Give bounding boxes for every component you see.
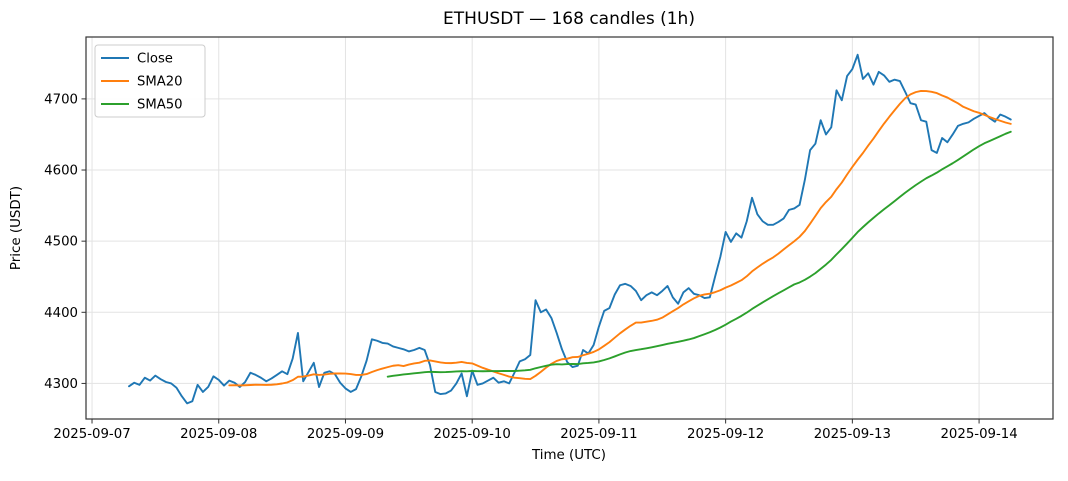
legend-item-sma50: SMA50: [101, 98, 183, 113]
grid-layer: [86, 37, 1053, 419]
chart-title: ETHUSDT — 168 candles (1h): [443, 9, 695, 29]
x-tick-label: 2025-09-11: [560, 427, 637, 442]
legend-item-label: SMA20: [137, 75, 183, 90]
legend-item-sma20: SMA20: [101, 75, 183, 90]
x-tick-label: 2025-09-09: [307, 427, 384, 442]
y-axis-label: Price (USDT): [9, 186, 24, 270]
x-tick-label: 2025-09-12: [687, 427, 764, 442]
series-layer: [128, 53, 1012, 405]
legend-item-close: Close: [101, 52, 173, 67]
legend-item-label: Close: [137, 52, 173, 67]
y-tick-label: 4400: [44, 306, 78, 321]
y-tick-label: 4700: [44, 92, 78, 107]
x-tick-label: 2025-09-07: [53, 427, 130, 442]
plot-border: [85, 36, 1054, 420]
y-tick-label: 4500: [44, 235, 78, 250]
sma50-line: [386, 130, 1012, 378]
legend-box: [94, 44, 206, 118]
close-line: [128, 53, 1012, 405]
axes-layer: 4300 4400 4500 4600 4700 2025-09-07 2025-09-08…: [44, 36, 1054, 442]
sma20-line: [228, 90, 1012, 387]
y-tick-label: 4300: [44, 377, 78, 392]
x-tick-label: 2025-09-08: [180, 427, 257, 442]
x-tick-label: 2025-09-10: [434, 427, 511, 442]
x-tick-label: 2025-09-13: [814, 427, 891, 442]
x-tick-label: 2025-09-14: [940, 427, 1017, 442]
y-tick-label: 4600: [44, 164, 78, 179]
legend-item-label: SMA50: [137, 98, 183, 113]
legend: Close SMA20 SMA50: [94, 44, 206, 118]
x-axis-label: Time (UTC): [531, 448, 606, 463]
